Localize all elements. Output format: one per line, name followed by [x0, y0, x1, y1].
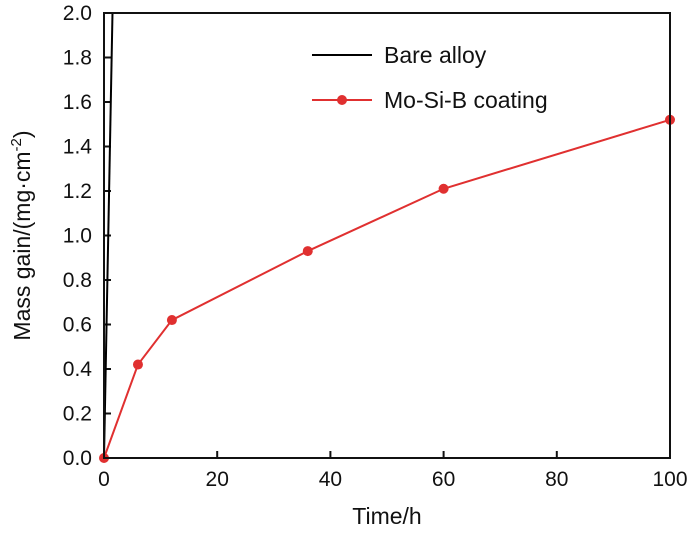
- y-tick-label: 0.0: [63, 447, 92, 470]
- y-tick-label: 1.8: [63, 47, 92, 70]
- y-tick-label: 1.2: [63, 180, 92, 203]
- series-line-bare-alloy: [103, 12, 114, 459]
- legend-label-mo-si-b-coating: Mo-Si-B coating: [384, 87, 548, 113]
- y-axis-title-close: ): [9, 130, 35, 138]
- data-point-mo-si-b-coating: [132, 359, 143, 370]
- x-tick-label: 20: [206, 468, 229, 491]
- data-point-mo-si-b-coating: [302, 246, 313, 257]
- y-tick-label: 0.6: [63, 314, 92, 337]
- y-axis-title-main: Mass gain/(mg·cm: [9, 151, 35, 340]
- y-axis-title-superscript: -2: [8, 138, 25, 151]
- y-tick-label: 1.0: [63, 225, 92, 248]
- y-tick-label: 0.2: [63, 403, 92, 426]
- legend: Bare alloy Mo-Si-B coating: [312, 42, 548, 113]
- y-tick-label: 0.4: [63, 358, 93, 381]
- x-tick-label: 80: [545, 468, 568, 491]
- y-tick-label: 2.0: [63, 2, 92, 25]
- series-line-mo-si-b-coating: [103, 118, 671, 459]
- x-tick-label: 40: [319, 468, 342, 491]
- y-tick-label: 0.8: [63, 269, 92, 292]
- x-tick-label: 60: [432, 468, 455, 491]
- legend-label-bare-alloy: Bare alloy: [384, 42, 487, 68]
- data-point-mo-si-b-coating: [438, 183, 449, 194]
- plot-frame: [103, 12, 671, 459]
- x-axis-title: Time/h: [352, 503, 421, 529]
- series-layer: [99, 12, 675, 463]
- y-axis-title: Mass gain/(mg·cm-2): [8, 130, 35, 340]
- data-point-mo-si-b-coating: [166, 315, 177, 326]
- x-tick-label: 0: [98, 468, 110, 491]
- x-tick-label: 100: [652, 468, 687, 491]
- legend-marker-mo-si-b-coating: [337, 95, 347, 105]
- y-tick-label: 1.4: [63, 136, 93, 159]
- y-tick-label: 1.6: [63, 91, 92, 114]
- ticks-layer: 0.0 0.2 0.4 0.6 0.8 1.0 1.2 1.4 1.6 1.8 2.0 0 20 40 60…: [63, 2, 688, 491]
